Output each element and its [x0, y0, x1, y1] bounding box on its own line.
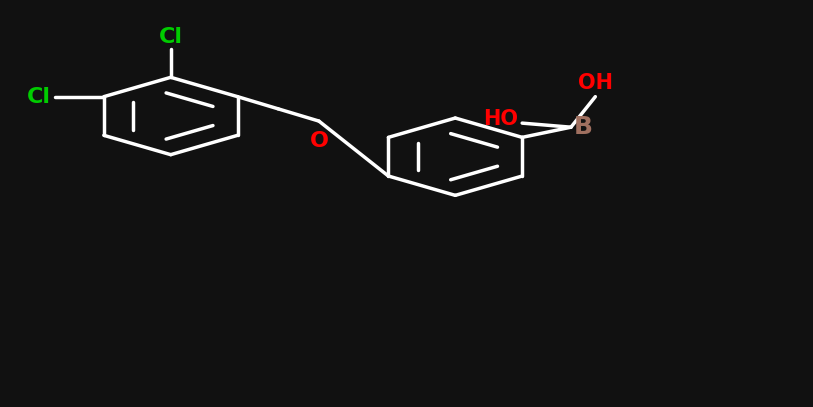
Text: B: B	[574, 115, 593, 139]
Text: O: O	[310, 131, 328, 151]
Text: OH: OH	[578, 72, 613, 93]
Text: Cl: Cl	[159, 27, 183, 47]
Text: HO: HO	[483, 109, 518, 129]
Text: Cl: Cl	[27, 87, 51, 107]
